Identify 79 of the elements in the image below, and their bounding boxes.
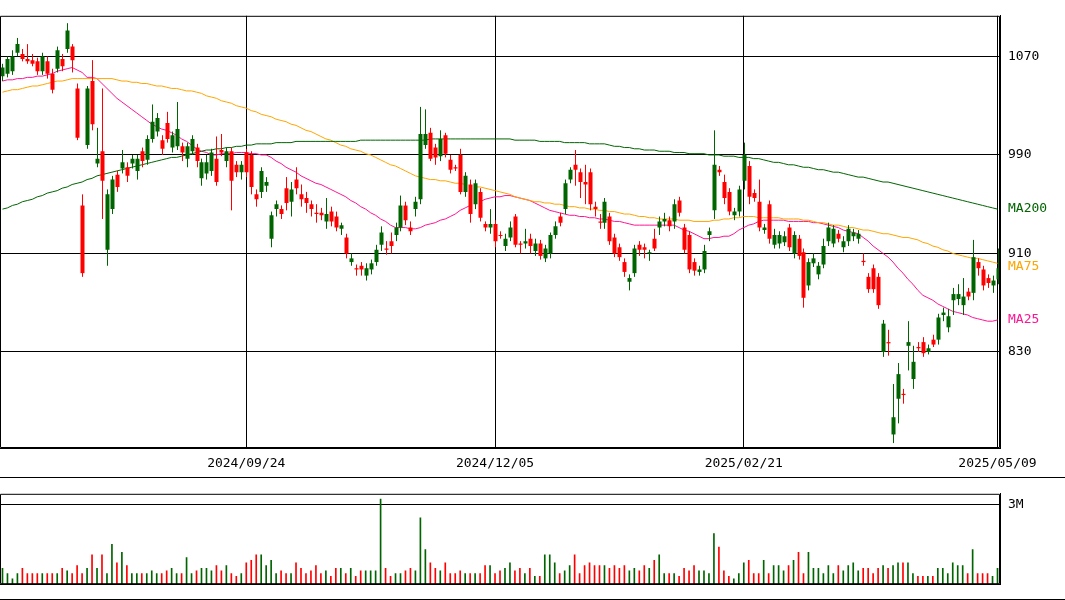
candlestick: [508, 220, 513, 242]
candlestick: [304, 191, 309, 214]
candlestick: [911, 345, 916, 390]
candlestick: [787, 223, 792, 252]
candlestick: [269, 211, 274, 248]
candlestick: [165, 111, 170, 144]
series-label: MA200: [1008, 200, 1048, 216]
candlestick: [622, 257, 627, 278]
candlestick: [891, 383, 896, 444]
candlestick: [792, 230, 797, 259]
candlestick: [209, 148, 214, 177]
candlestick: [294, 166, 299, 195]
candlestick: [573, 149, 578, 187]
candlestick: [702, 244, 707, 274]
candlestick: [578, 167, 583, 199]
candlestick: [175, 101, 180, 151]
candlestick: [344, 233, 349, 259]
candlestick: [831, 224, 836, 248]
candlestick: [195, 143, 200, 168]
candlestick: [15, 37, 20, 57]
candlestick: [289, 181, 294, 218]
candlestick: [160, 134, 165, 156]
candlestick: [55, 46, 60, 73]
candlestick: [672, 198, 677, 230]
candlestick: [677, 196, 682, 218]
candlestick: [936, 313, 941, 346]
y-tick-label: 3M: [1008, 495, 1024, 511]
candlestick: [548, 232, 553, 259]
y-tick-label: 990: [1008, 146, 1032, 162]
y-tick-label: 830: [1008, 343, 1032, 359]
candlestick: [946, 308, 951, 333]
candlestick: [70, 43, 75, 73]
candlestick: [821, 238, 826, 269]
candlestick: [155, 112, 160, 137]
candlestick: [463, 171, 468, 198]
candlestick: [403, 201, 408, 226]
candlestick: [214, 135, 219, 187]
candlestick: [473, 179, 478, 210]
candlestick: [125, 161, 130, 183]
x-tick-label: 2024/09/24: [207, 455, 286, 471]
candlestick: [413, 196, 418, 218]
candlestick: [443, 132, 448, 158]
x-tick-label: 2025/05/09: [958, 455, 1037, 471]
candlestick: [389, 232, 394, 254]
candlestick: [10, 49, 15, 76]
x-tick-label: 2025/02/21: [704, 455, 783, 471]
candlestick: [398, 195, 403, 232]
candlestick: [95, 127, 100, 168]
candlestick: [379, 225, 384, 252]
candlestick: [921, 336, 926, 358]
candlestick: [324, 197, 329, 230]
candlestick: [239, 160, 244, 181]
candlestick: [180, 142, 185, 162]
candlestick: [120, 149, 125, 174]
series-label: MA75: [1008, 257, 1040, 273]
candlestick: [50, 68, 55, 94]
candlestick: [374, 244, 379, 267]
candlestick: [528, 233, 533, 254]
candlestick: [906, 320, 911, 371]
candlestick: [334, 211, 339, 232]
candlestick: [224, 147, 229, 168]
candlestick: [652, 228, 657, 252]
candlestick: [657, 216, 662, 236]
candlestick: [135, 154, 140, 181]
candlestick: [523, 228, 528, 250]
candlestick: [40, 52, 45, 76]
candlestick: [45, 55, 50, 80]
candlestick: [538, 239, 543, 261]
candlestick: [961, 277, 966, 316]
x-tick-label: 2024/12/05: [455, 455, 535, 471]
y-tick-label: 1070: [1008, 47, 1040, 63]
y-tick-label: 910: [1008, 244, 1032, 260]
candlestick: [488, 208, 493, 235]
candlestick: [65, 22, 70, 54]
candlestick: [115, 170, 120, 193]
candlestick: [140, 147, 145, 168]
series-label: MA25: [1008, 311, 1040, 327]
candlestick: [737, 185, 742, 218]
candlestick: [284, 176, 289, 211]
